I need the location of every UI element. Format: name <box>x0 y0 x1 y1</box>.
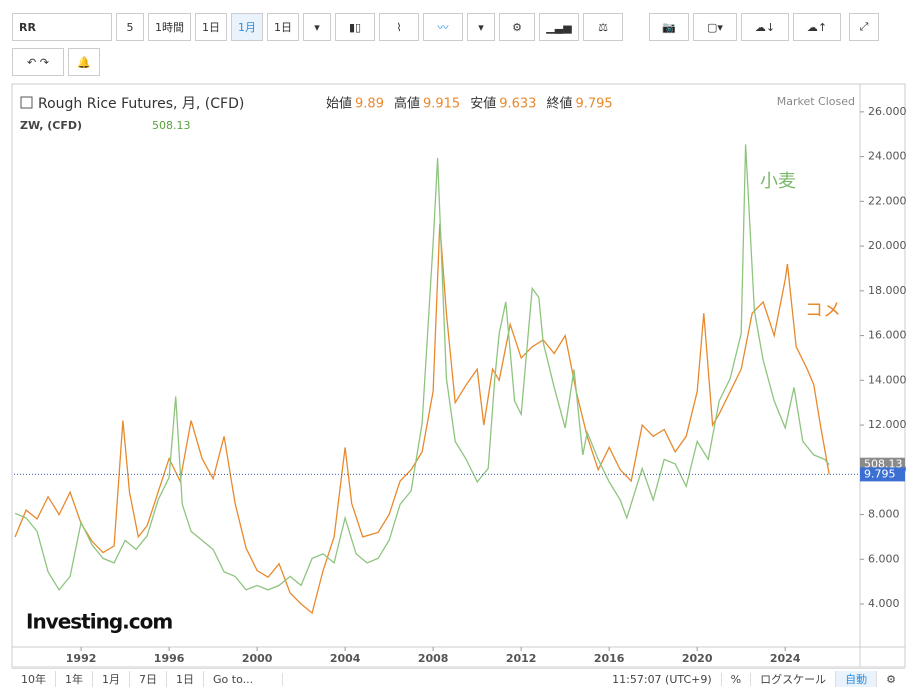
candle-button[interactable]: ▮▯ <box>335 13 375 41</box>
chart-title: Rough Rice Futures, 月, (CFD) <box>38 96 244 112</box>
dropdown[interactable]: ▾ <box>303 13 331 41</box>
goto-button[interactable]: Go to... <box>204 672 283 686</box>
y-tick-label: 8.000 <box>868 508 900 521</box>
market-status: Market Closed <box>777 95 855 108</box>
interval-button[interactable]: 1月 <box>231 13 263 41</box>
y-tick-label: 6.000 <box>868 552 900 565</box>
upload-button[interactable]: ☁↑ <box>793 13 841 41</box>
indicator-button[interactable]: ▁▃▅ <box>539 13 579 41</box>
y-tick-label: 12.000 <box>868 418 907 431</box>
ohlc-label: 高値 <box>394 96 420 112</box>
settings-button[interactable]: ⚙ <box>886 672 896 686</box>
x-tick-label: 2016 <box>594 652 625 665</box>
ohlc-value: 9.89 <box>355 97 384 112</box>
ohlc-label: 始値 <box>326 96 352 112</box>
x-tick-label: 2000 <box>242 652 273 665</box>
x-tick-label: 2008 <box>418 652 449 665</box>
y-tick-label: 18.000 <box>868 284 907 297</box>
y-tick-label: 24.000 <box>868 150 907 163</box>
x-tick-label: 1996 <box>154 652 185 665</box>
x-tick-label: 2024 <box>770 652 801 665</box>
y-tick-label: 16.000 <box>868 329 907 342</box>
percent-button[interactable]: % <box>722 672 752 686</box>
interval-button[interactable]: 1日 <box>195 13 227 41</box>
ohlc-value: 9.795 <box>575 97 612 112</box>
y-tick-label: 4.000 <box>868 597 900 610</box>
area-button[interactable]: ⌇ <box>379 13 419 41</box>
y-tick-label: 22.000 <box>868 194 907 207</box>
toolbar: RR 5 1時間 1日 1月 1日 ▾ ▮▯ ⌇ 〰 ▾ ⚙ ▁▃▅ ⚖ 📷 ▢… <box>12 13 879 41</box>
series-line <box>14 144 830 592</box>
download-button[interactable]: ☁↓ <box>741 13 789 41</box>
compare-button[interactable]: ⚖ <box>583 13 623 41</box>
dropdown[interactable]: ▾ <box>467 13 495 41</box>
toolbar-2: ↶ ↷ 🔔 <box>12 48 100 76</box>
ohlc-value: 9.915 <box>423 97 460 112</box>
interval-button[interactable]: 1日 <box>267 13 299 41</box>
footer: 10年 1年 1月 7日 1日 Go to... 11:57:07 (UTC+9… <box>12 668 905 689</box>
range-button[interactable]: 1日 <box>167 671 204 687</box>
undo-redo[interactable]: ↶ ↷ <box>12 48 64 76</box>
fullscreen-button[interactable]: ⤢ <box>849 13 879 41</box>
symbol-input[interactable]: RR <box>12 13 112 41</box>
logo: Investing.com <box>26 610 172 634</box>
clock: 11:57:07 (UTC+9) <box>603 672 722 686</box>
line-button[interactable]: 〰 <box>423 13 463 41</box>
ohlc-value: 9.633 <box>499 97 536 112</box>
chart-frame <box>11 83 906 668</box>
x-tick-label: 2012 <box>506 652 537 665</box>
range-button[interactable]: 1月 <box>93 671 130 687</box>
range-button[interactable]: 7日 <box>130 671 167 687</box>
price-label: 9.795 <box>864 467 896 480</box>
camera-button[interactable]: 📷 <box>649 13 689 41</box>
interval-button[interactable]: 1時間 <box>148 13 191 41</box>
y-tick-label: 14.000 <box>868 373 907 386</box>
interval-button[interactable]: 5 <box>116 13 144 41</box>
overlay-value: 508.13 <box>152 119 191 132</box>
alert-button[interactable]: 🔔 <box>68 48 100 76</box>
annotation: 小麦 <box>760 171 796 192</box>
overlay-title: ZW, (CFD) <box>20 119 82 132</box>
collapse-icon[interactable] <box>20 96 33 109</box>
annotation: コメ <box>805 300 841 321</box>
x-tick-label: 1992 <box>66 652 97 665</box>
auto-button[interactable]: 自動 <box>836 671 878 687</box>
ohlc-label: 終値 <box>546 96 572 112</box>
log-button[interactable]: ログスケール <box>751 671 837 687</box>
x-tick-label: 2004 <box>330 652 361 665</box>
y-tick-label: 20.000 <box>868 239 907 252</box>
range-button[interactable]: 10年 <box>12 671 56 687</box>
range-button[interactable]: 1年 <box>56 671 93 687</box>
chart: Rough Rice Futures, 月, (CFD) Market Clos… <box>11 83 907 668</box>
price-box <box>860 467 905 482</box>
x-tick-label: 2020 <box>682 652 713 665</box>
settings-button[interactable]: ⚙ <box>499 13 535 41</box>
ohlc-label: 安値 <box>470 96 496 112</box>
color-button[interactable]: ▢▾ <box>693 13 737 41</box>
y-tick-label: 26.000 <box>868 105 907 118</box>
